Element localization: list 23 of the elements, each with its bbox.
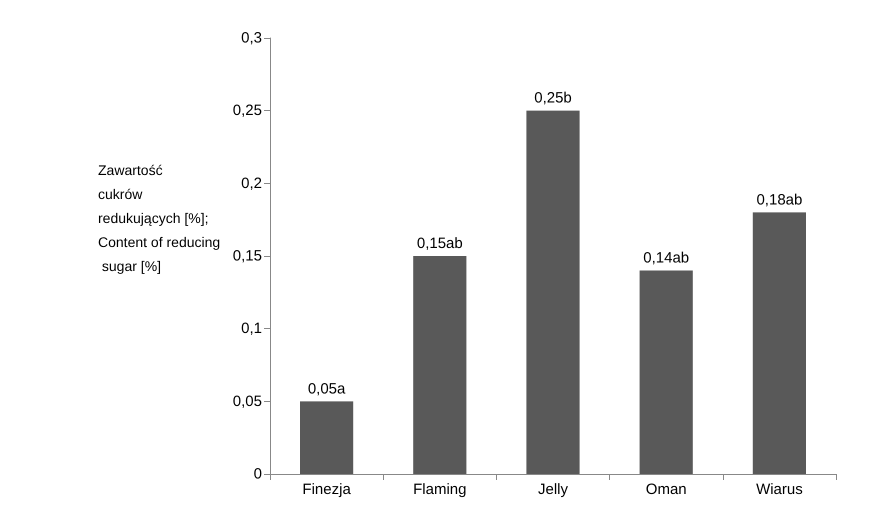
y-tick-label: 0,05	[232, 392, 262, 410]
bar	[526, 110, 580, 474]
y-tick-label: 0,1	[241, 320, 262, 338]
y-axis-title: Zawartość cukrów redukujących [%]; Content of reducing sugar [%]	[98, 162, 220, 274]
x-tick-label: Jelly	[538, 481, 568, 498]
x-tick-label: Finezja	[302, 481, 352, 498]
y-tick-label: 0,15	[232, 248, 262, 264]
bar	[640, 270, 693, 474]
bar	[413, 256, 466, 474]
bar	[300, 401, 354, 474]
data-label: 0,14ab	[643, 250, 690, 267]
x-tick-label: Oman	[646, 481, 687, 498]
y-tick-label: 0,2	[241, 174, 262, 192]
data-label: 0,05a	[308, 380, 346, 398]
data-label: 0,15ab	[416, 235, 463, 252]
data-label: 0,25b	[534, 90, 572, 107]
y-tick-label: 0	[254, 466, 262, 482]
data-label: 0,18ab	[756, 191, 802, 208]
y-tick-label: 0,3	[241, 30, 262, 46]
y-tick-label: 0,25	[232, 102, 262, 120]
x-tick-label: Flaming	[413, 481, 466, 498]
x-tick-label: Wiarus	[756, 481, 803, 498]
bar	[752, 212, 806, 474]
